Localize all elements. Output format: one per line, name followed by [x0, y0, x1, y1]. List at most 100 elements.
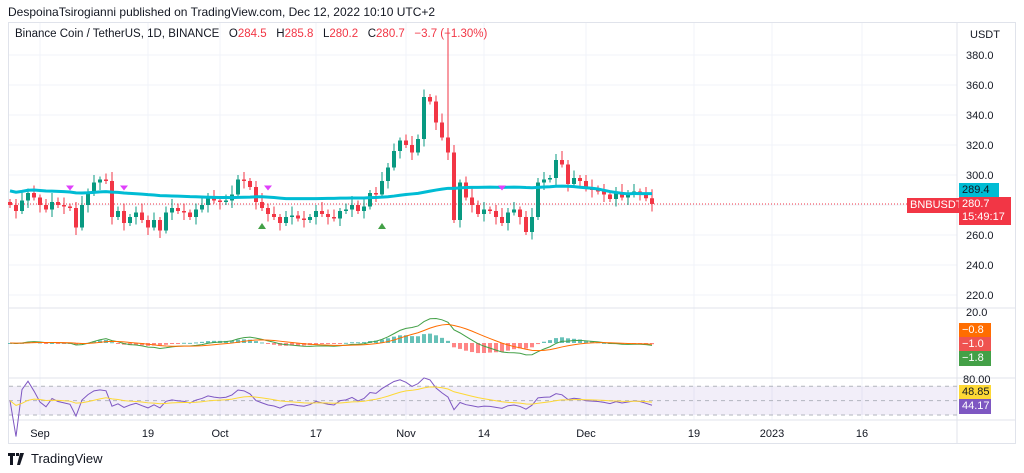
tradingview-logo-icon — [8, 452, 24, 465]
candle-body — [92, 182, 96, 193]
candle-body — [578, 178, 582, 181]
macd-histogram-bar — [452, 343, 456, 348]
candle-body — [302, 218, 306, 220]
candle-body — [548, 178, 552, 180]
candle-body — [356, 205, 360, 211]
candle-body — [146, 220, 150, 228]
price-tick: 300.0 — [966, 170, 994, 182]
candle-body — [104, 179, 108, 181]
candle-body — [458, 182, 462, 220]
chart-frame[interactable] — [8, 22, 1016, 444]
signal-line — [9, 323, 653, 352]
macd-histogram-bar — [158, 343, 162, 346]
candle-body — [380, 181, 384, 195]
macd-histogram-bar — [476, 343, 480, 354]
price-tick: 380.0 — [966, 50, 994, 62]
candle-body — [452, 152, 456, 220]
candle-body — [248, 181, 252, 187]
macd-histogram-bar — [482, 343, 486, 353]
macd-histogram-bar — [92, 341, 96, 343]
low-label: L — [322, 28, 330, 40]
macd-histogram-bar — [110, 342, 114, 344]
candle-body — [116, 211, 120, 217]
macd-histogram-bar — [398, 335, 402, 343]
time-tick: 2023 — [760, 428, 784, 440]
candle-body — [182, 211, 186, 213]
histogram-tag: −1.0 — [959, 337, 991, 352]
candle-body — [170, 208, 174, 213]
macd-histogram-bar — [116, 343, 120, 344]
sell-signal-icon — [498, 185, 506, 191]
macd-histogram-bar — [500, 343, 504, 352]
candle-body — [254, 187, 258, 202]
time-tick: 16 — [856, 428, 868, 440]
symbol-name[interactable]: Binance Coin / TetherUS, 1D, BINANCE — [15, 28, 220, 40]
sell-signal-icon — [66, 185, 74, 191]
candle-body — [218, 200, 222, 202]
price-tick: 240.0 — [966, 260, 994, 272]
time-tick: 19 — [142, 428, 154, 440]
time-tick: 14 — [478, 428, 490, 440]
tradingview-footer[interactable]: TradingView — [8, 451, 103, 466]
candle-body — [494, 211, 498, 217]
candle-body — [530, 217, 534, 232]
candle-body — [428, 97, 432, 102]
macd-histogram-bar — [494, 343, 498, 353]
macd-histogram-bar — [176, 343, 180, 344]
candle-body — [260, 202, 264, 208]
candle-body — [14, 205, 18, 211]
candle-body — [422, 97, 426, 139]
candle-body — [158, 220, 162, 231]
signal-tag: −1.8 — [959, 351, 991, 366]
candle-body — [566, 164, 570, 184]
candle-body — [476, 205, 480, 214]
macd-histogram-bar — [62, 343, 66, 344]
candle-body — [44, 205, 48, 210]
macd-histogram-bar — [290, 343, 294, 346]
candle-body — [68, 206, 72, 208]
rsi-line — [9, 377, 653, 437]
macd-histogram-bar — [200, 341, 204, 343]
time-tick: Nov — [396, 428, 416, 440]
candle-body — [80, 205, 84, 228]
macd-histogram-bar — [128, 343, 132, 346]
macd-tag: −0.8 — [959, 323, 991, 338]
candle-body — [242, 179, 246, 181]
candle-body — [620, 193, 624, 198]
macd-histogram-bar — [518, 343, 522, 349]
macd-histogram-bar — [326, 343, 330, 344]
macd-histogram-bar — [404, 335, 408, 343]
price-tick: 220.0 — [966, 290, 994, 302]
change-value: −3.7 (−1.30%) — [414, 28, 488, 40]
candle-body — [536, 182, 540, 217]
macd-tick: 20.0 — [966, 307, 987, 319]
macd-histogram-bar — [56, 343, 60, 344]
macd-histogram-bar — [464, 343, 468, 351]
candle-body — [62, 205, 66, 207]
candle-body — [434, 101, 438, 123]
macd-histogram-bar — [314, 343, 318, 345]
candle-body — [134, 212, 138, 217]
candle-body — [644, 193, 648, 199]
macd-histogram-bar — [362, 341, 366, 343]
candle-body — [56, 202, 60, 205]
macd-histogram-bar — [266, 343, 270, 344]
candle-body — [290, 215, 294, 217]
macd-histogram-bar — [152, 343, 156, 346]
macd-histogram-bar — [584, 340, 588, 343]
candle-body — [236, 179, 240, 195]
candle-body — [272, 214, 276, 217]
macd-histogram-bar — [374, 340, 378, 343]
candle-body — [188, 212, 192, 217]
macd-histogram-bar — [458, 343, 462, 349]
candle-body — [320, 211, 324, 214]
candle-body — [524, 217, 528, 232]
symbol-legend: Binance Coin / TetherUS, 1D, BINANCE O28… — [15, 28, 487, 40]
low-value: 280.2 — [329, 28, 359, 40]
candle-body — [542, 179, 546, 183]
candle-body — [266, 208, 270, 214]
candle-body — [338, 211, 342, 219]
currency-label: USDT — [970, 29, 1000, 41]
macd-histogram-bar — [332, 343, 336, 344]
